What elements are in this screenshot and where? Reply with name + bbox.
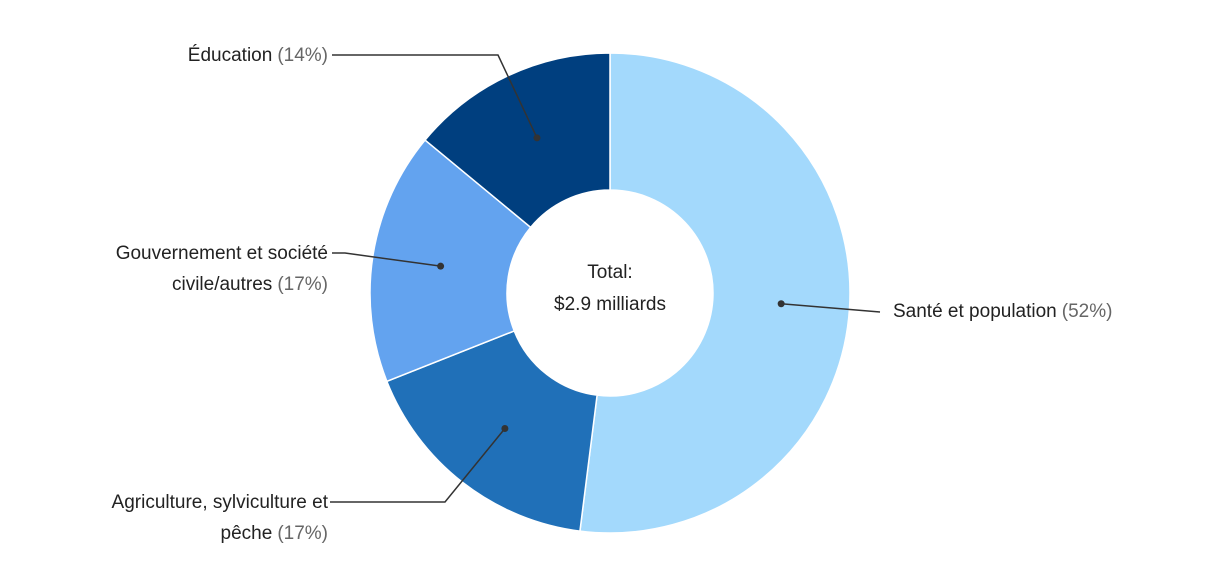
leader-line	[781, 303, 881, 313]
slice-label: Santé et population (52%)	[893, 296, 1213, 327]
donut-slice	[579, 52, 851, 534]
value-label: (17%)	[277, 523, 328, 544]
category-label: Santé et population	[893, 301, 1057, 322]
slice-label: Gouvernement et société civile/autres (17…	[28, 238, 328, 300]
leader-dot	[501, 425, 509, 433]
category-label: Éducation	[187, 45, 273, 66]
leader-line	[332, 252, 441, 267]
donut-slice	[385, 329, 598, 532]
center-label: Total:	[587, 262, 633, 283]
value-label: (14%)	[277, 45, 328, 66]
leader-line	[332, 54, 538, 139]
category-label: Agriculture, sylviculture et pêche	[111, 492, 328, 544]
donut-slice	[424, 52, 611, 229]
category-label: Gouvernement et société civile/autres	[115, 243, 328, 295]
leader-line	[330, 428, 506, 503]
donut-slice	[369, 138, 532, 383]
value-label: (52%)	[1061, 301, 1113, 322]
slice-label: Éducation (14%)	[28, 40, 328, 71]
value-label: (17%)	[277, 274, 328, 295]
leader-dot	[777, 300, 785, 308]
leader-dot	[533, 134, 541, 142]
leader-dot	[437, 262, 445, 270]
slice-label: Agriculture, sylviculture et pêche (17%)	[28, 487, 328, 549]
center-label: $2.9 milliards	[554, 294, 666, 315]
